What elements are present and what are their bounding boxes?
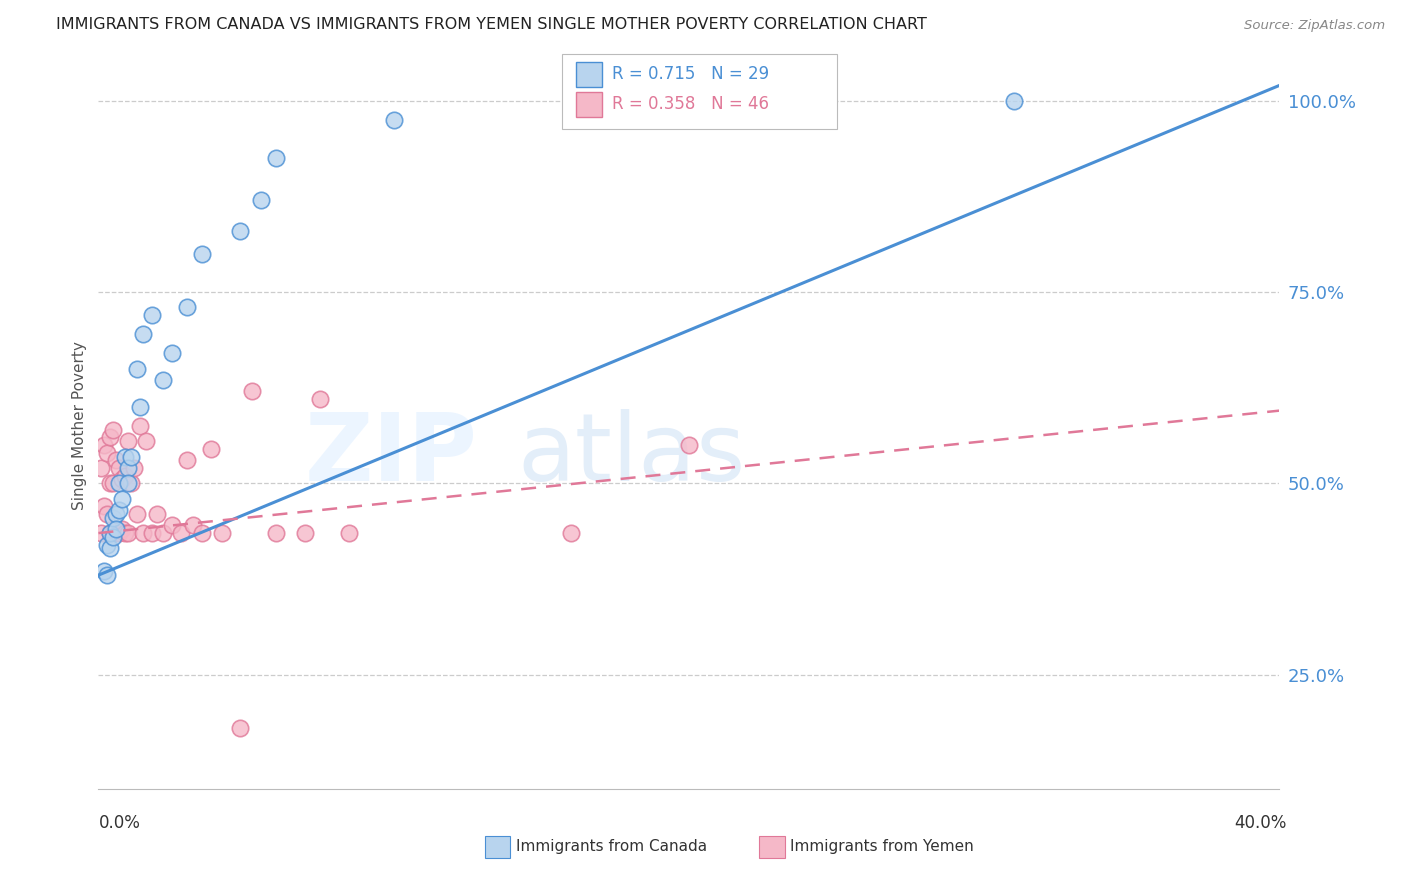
Point xyxy=(93,565,115,579)
Point xyxy=(108,461,131,475)
Point xyxy=(103,510,125,524)
Point xyxy=(98,526,121,541)
Point xyxy=(229,224,252,238)
Point xyxy=(135,434,157,449)
Point xyxy=(170,526,193,541)
Text: 0.0%: 0.0% xyxy=(98,814,141,831)
Text: R = 0.715   N = 29: R = 0.715 N = 29 xyxy=(612,65,769,83)
Point xyxy=(96,537,118,551)
Point xyxy=(264,526,287,541)
Point xyxy=(103,423,125,437)
Text: ZIP: ZIP xyxy=(305,409,478,501)
Point xyxy=(90,526,112,541)
Point xyxy=(162,346,183,360)
Point xyxy=(128,400,150,414)
Point xyxy=(560,526,582,541)
Point xyxy=(98,476,121,491)
Point xyxy=(98,430,121,444)
Point xyxy=(111,522,134,536)
Point xyxy=(117,526,139,541)
Point xyxy=(162,518,183,533)
Point xyxy=(211,526,233,541)
Point xyxy=(132,526,155,541)
Point xyxy=(339,526,360,541)
Point xyxy=(114,468,136,483)
Point xyxy=(191,526,214,541)
Point xyxy=(96,446,118,460)
Point xyxy=(108,503,131,517)
Point xyxy=(191,246,214,260)
Point xyxy=(96,568,118,582)
Text: IMMIGRANTS FROM CANADA VS IMMIGRANTS FROM YEMEN SINGLE MOTHER POVERTY CORRELATIO: IMMIGRANTS FROM CANADA VS IMMIGRANTS FRO… xyxy=(56,17,927,31)
Point xyxy=(111,473,134,487)
Point xyxy=(240,384,263,399)
Text: Immigrants from Canada: Immigrants from Canada xyxy=(516,839,707,855)
Point xyxy=(176,453,198,467)
Point xyxy=(108,526,131,541)
Point xyxy=(105,522,128,536)
Text: Immigrants from Yemen: Immigrants from Yemen xyxy=(790,839,974,855)
Text: 40.0%: 40.0% xyxy=(1234,814,1286,831)
Point xyxy=(98,541,121,556)
Point xyxy=(152,373,174,387)
Point xyxy=(309,392,332,406)
Point xyxy=(90,461,112,475)
Point xyxy=(382,112,405,127)
Point xyxy=(93,438,115,452)
Point xyxy=(181,518,204,533)
Point xyxy=(125,507,148,521)
Point xyxy=(176,301,198,315)
Point xyxy=(114,450,136,464)
Point xyxy=(128,419,150,434)
Point xyxy=(93,500,115,514)
Point xyxy=(103,476,125,491)
Point xyxy=(1002,94,1025,108)
Point xyxy=(264,151,287,165)
Y-axis label: Single Mother Poverty: Single Mother Poverty xyxy=(72,342,87,510)
Point xyxy=(114,526,136,541)
Point xyxy=(96,507,118,521)
Point xyxy=(152,526,174,541)
Point xyxy=(103,526,125,541)
Point xyxy=(105,507,128,521)
Point xyxy=(132,327,155,342)
Point xyxy=(141,526,163,541)
Point xyxy=(122,461,145,475)
Point xyxy=(146,507,169,521)
Point xyxy=(200,442,222,456)
Point xyxy=(103,530,125,544)
Point xyxy=(678,438,700,452)
Point xyxy=(120,476,142,491)
Point xyxy=(117,461,139,475)
Point xyxy=(229,721,252,735)
Point xyxy=(105,453,128,467)
Text: atlas: atlas xyxy=(517,409,747,501)
Point xyxy=(250,193,273,207)
Point xyxy=(117,476,139,491)
Point xyxy=(125,361,148,376)
Point xyxy=(294,526,316,541)
Point xyxy=(120,450,142,464)
Text: R = 0.358   N = 46: R = 0.358 N = 46 xyxy=(612,95,769,113)
Text: Source: ZipAtlas.com: Source: ZipAtlas.com xyxy=(1244,19,1385,31)
Point xyxy=(105,522,128,536)
Point xyxy=(141,308,163,322)
Point xyxy=(117,434,139,449)
Point xyxy=(111,491,134,506)
Point xyxy=(108,476,131,491)
Point xyxy=(98,526,121,541)
